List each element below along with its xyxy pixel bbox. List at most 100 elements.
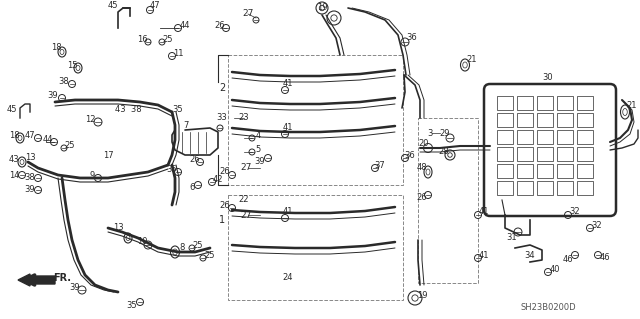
Text: 39: 39 <box>255 158 266 167</box>
Text: 29: 29 <box>440 129 451 137</box>
Text: 13: 13 <box>25 153 35 162</box>
Text: 11: 11 <box>173 49 183 58</box>
Text: FR.: FR. <box>53 273 71 283</box>
Bar <box>557 130 573 144</box>
Bar <box>537 130 553 144</box>
Text: 39: 39 <box>48 92 58 100</box>
Bar <box>537 113 553 127</box>
Text: 24: 24 <box>283 273 293 283</box>
Bar <box>517 164 533 178</box>
Bar <box>517 96 533 110</box>
Text: 21: 21 <box>467 56 477 64</box>
Text: 42: 42 <box>212 175 223 184</box>
Text: 44: 44 <box>180 20 190 29</box>
Text: 30: 30 <box>543 73 554 83</box>
Bar <box>577 96 593 110</box>
FancyArrow shape <box>18 274 55 286</box>
Bar <box>517 181 533 195</box>
Bar <box>557 181 573 195</box>
Text: 35: 35 <box>127 300 138 309</box>
Text: 7: 7 <box>183 121 189 130</box>
Text: 9: 9 <box>90 172 95 181</box>
Bar <box>517 147 533 161</box>
Text: 2: 2 <box>219 83 225 93</box>
Bar <box>537 164 553 178</box>
Text: 36: 36 <box>404 151 415 160</box>
Text: 47: 47 <box>150 1 160 10</box>
Bar <box>537 147 553 161</box>
Text: 35: 35 <box>173 106 183 115</box>
Text: 31: 31 <box>507 234 517 242</box>
Text: 27: 27 <box>240 211 252 219</box>
Text: 27: 27 <box>243 10 253 19</box>
Text: 19: 19 <box>417 291 428 300</box>
Text: 26: 26 <box>220 167 230 176</box>
Text: 14: 14 <box>9 170 19 180</box>
Text: 26: 26 <box>189 155 200 165</box>
Bar <box>557 164 573 178</box>
Bar <box>557 113 573 127</box>
Text: 46: 46 <box>563 256 573 264</box>
Text: SH23B0200D: SH23B0200D <box>520 303 576 313</box>
Text: 47: 47 <box>25 131 35 140</box>
Text: 43: 43 <box>9 155 19 165</box>
Bar <box>557 96 573 110</box>
Text: 45: 45 <box>7 106 17 115</box>
Bar <box>497 113 513 127</box>
Text: 38: 38 <box>24 174 35 182</box>
Text: 10: 10 <box>137 238 147 247</box>
Bar <box>517 113 533 127</box>
Text: 16: 16 <box>137 35 147 44</box>
Text: 39: 39 <box>25 186 35 195</box>
Text: 41: 41 <box>283 123 293 132</box>
Text: 22: 22 <box>239 196 249 204</box>
Text: 21: 21 <box>627 100 637 109</box>
Text: 13: 13 <box>113 224 124 233</box>
Text: 44: 44 <box>43 136 53 145</box>
Text: 46: 46 <box>600 254 611 263</box>
Bar <box>577 130 593 144</box>
Text: 25: 25 <box>163 35 173 44</box>
Text: 25: 25 <box>193 241 204 249</box>
Bar <box>577 147 593 161</box>
Text: 26: 26 <box>417 194 428 203</box>
Bar <box>577 181 593 195</box>
Bar <box>497 147 513 161</box>
Bar <box>497 164 513 178</box>
Text: 45: 45 <box>108 1 118 10</box>
Text: 28: 28 <box>438 147 449 157</box>
Text: 17: 17 <box>102 151 113 160</box>
Text: 15: 15 <box>67 61 77 70</box>
Text: 18: 18 <box>51 43 61 53</box>
Text: 40: 40 <box>550 265 560 275</box>
Bar <box>497 96 513 110</box>
Bar <box>497 181 513 195</box>
Text: 6: 6 <box>189 183 195 192</box>
Bar <box>577 113 593 127</box>
Bar <box>577 164 593 178</box>
Text: 41: 41 <box>283 79 293 88</box>
Bar <box>557 147 573 161</box>
Text: 38: 38 <box>59 78 69 86</box>
Text: 23: 23 <box>239 114 250 122</box>
Text: 18: 18 <box>9 131 19 140</box>
Bar <box>228 55 403 185</box>
Bar <box>418 118 478 283</box>
Text: 37: 37 <box>374 160 385 169</box>
Text: 26: 26 <box>214 20 225 29</box>
Bar <box>497 130 513 144</box>
Bar <box>537 96 553 110</box>
Text: 25: 25 <box>205 251 215 261</box>
Text: 27: 27 <box>240 164 252 173</box>
Text: 41: 41 <box>283 207 293 217</box>
Text: 8: 8 <box>179 243 185 253</box>
Bar <box>537 181 553 195</box>
Text: 35: 35 <box>166 166 177 174</box>
Text: 26: 26 <box>220 202 230 211</box>
Text: 3: 3 <box>428 129 433 137</box>
Text: 41: 41 <box>479 207 489 217</box>
Text: 4: 4 <box>255 130 260 139</box>
Text: 33: 33 <box>216 114 227 122</box>
Text: 20: 20 <box>419 138 429 147</box>
Bar <box>517 130 533 144</box>
